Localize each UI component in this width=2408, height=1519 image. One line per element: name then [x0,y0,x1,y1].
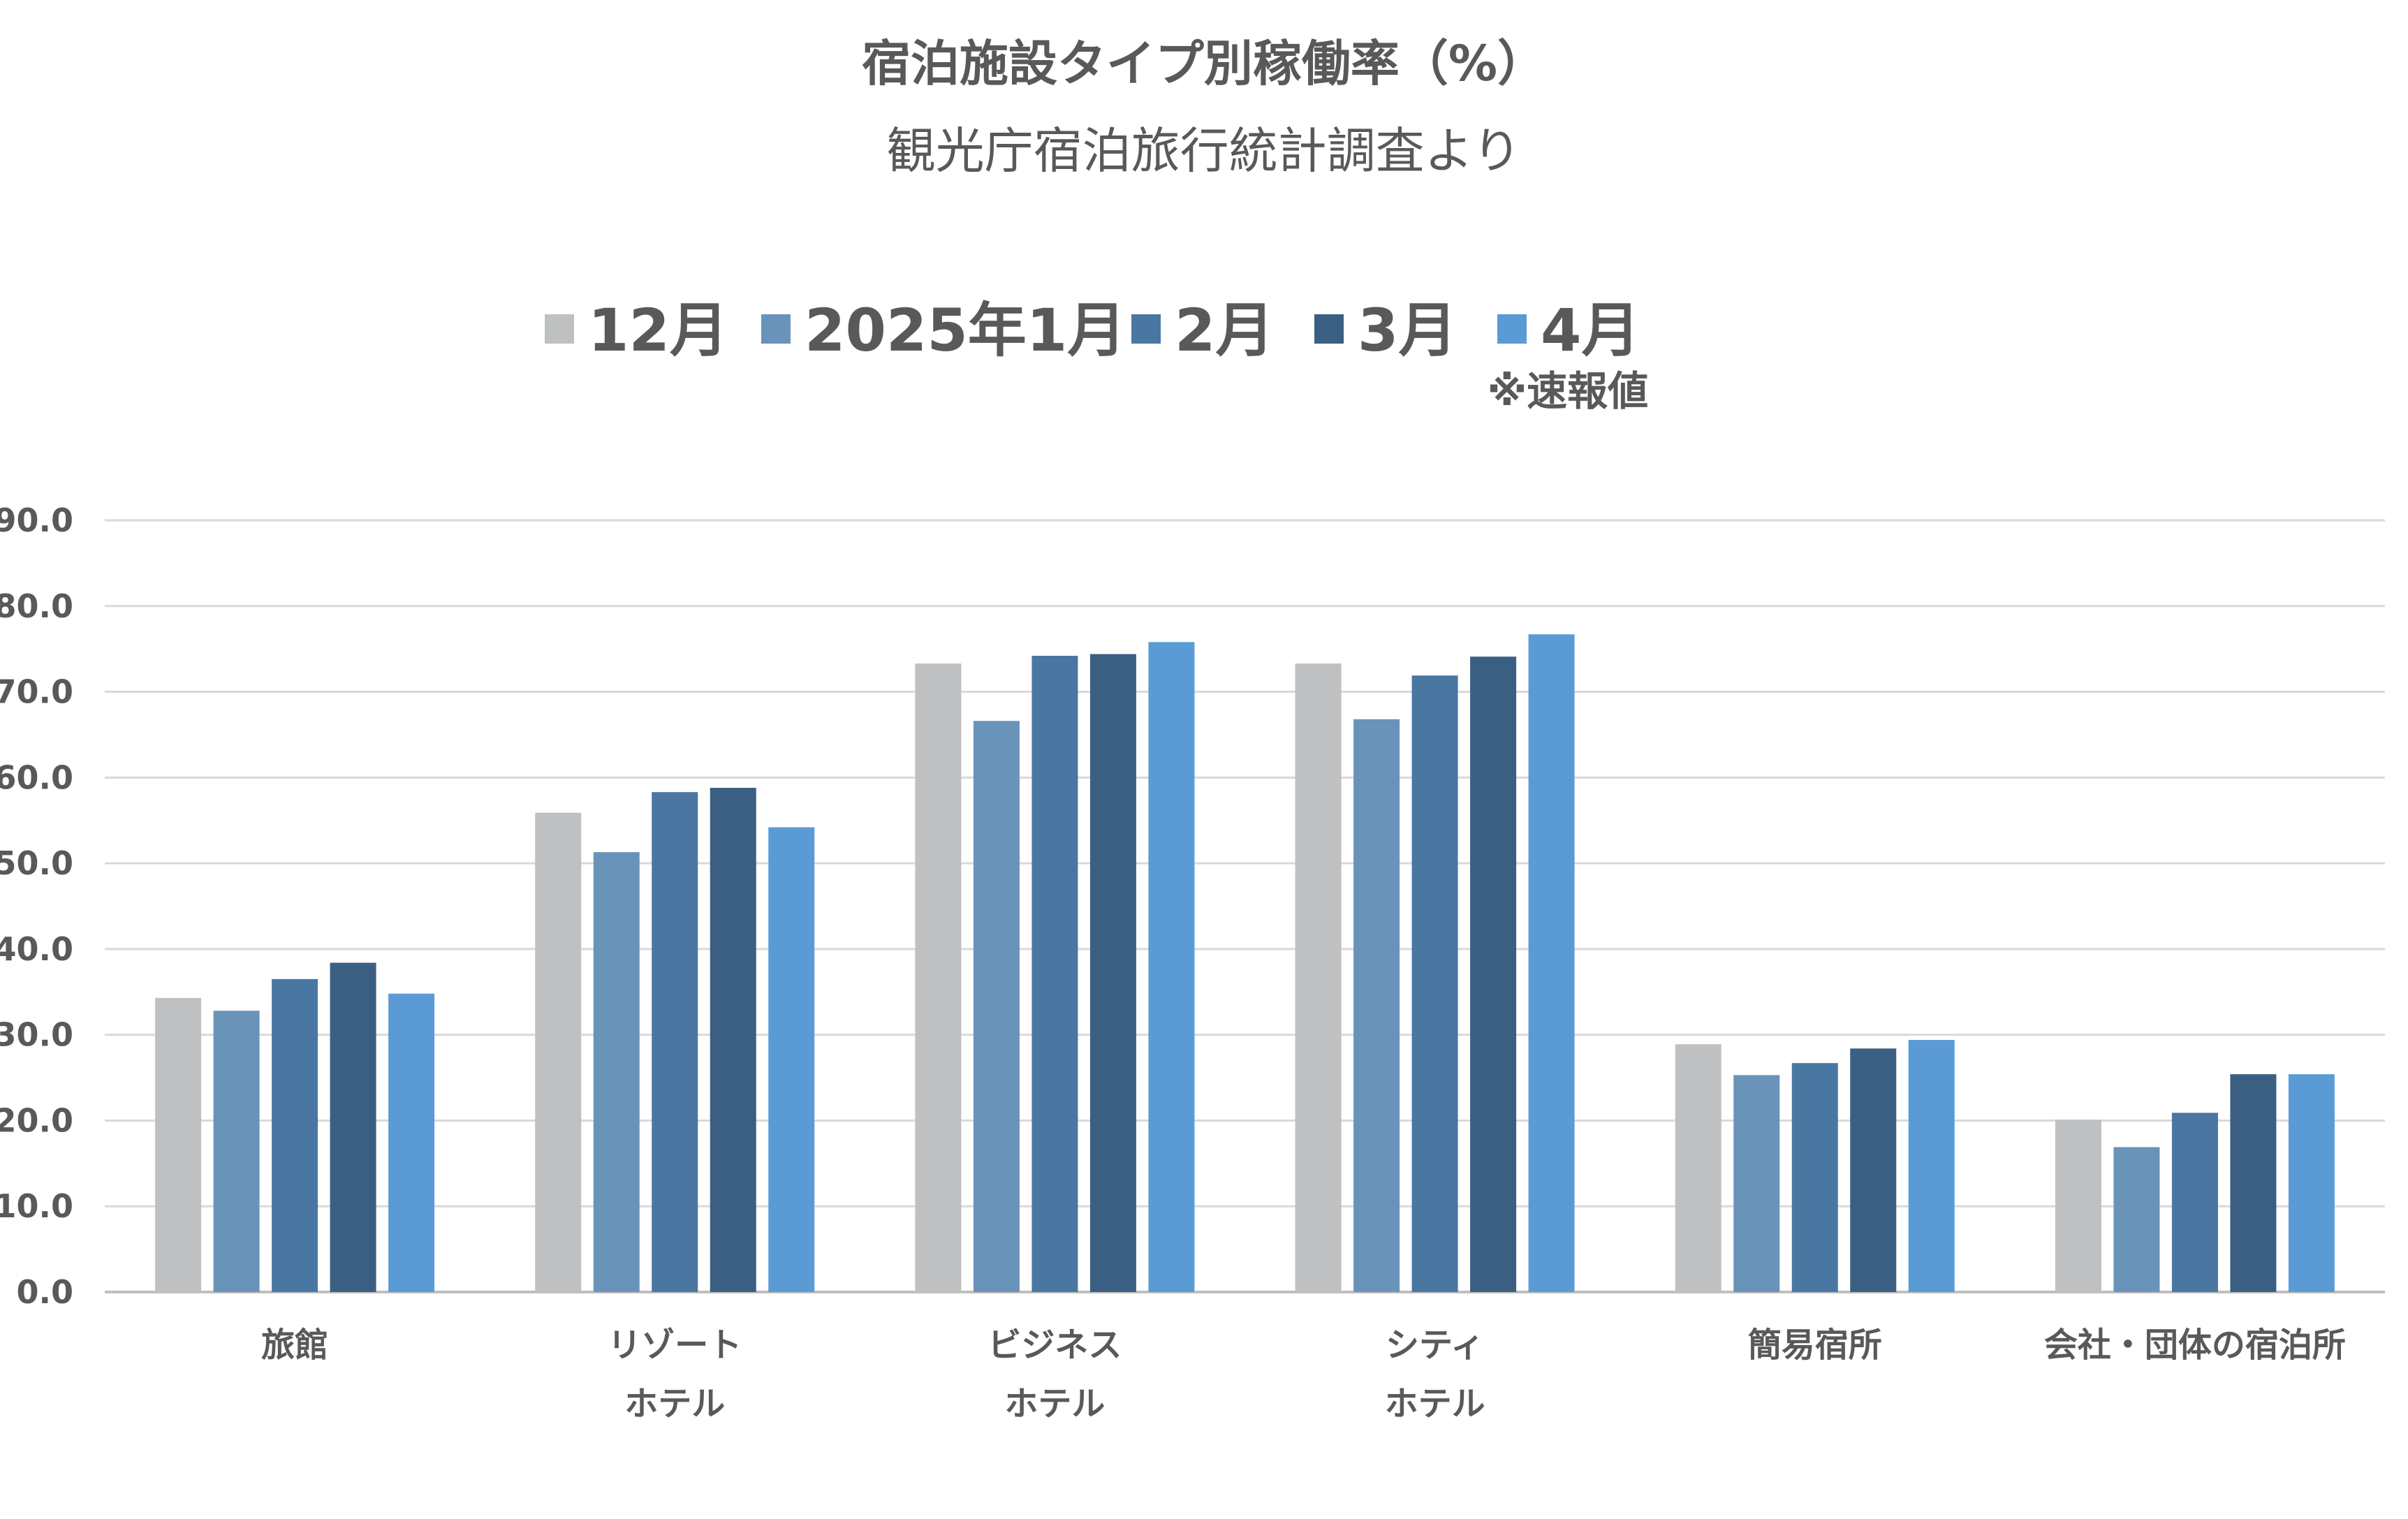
bar [535,812,582,1292]
x-tick-label: リゾート [608,1326,742,1365]
bar [1908,1040,1955,1292]
bar [1411,675,1458,1292]
legend-swatch [761,314,791,344]
y-tick-label: 50.0 [0,844,73,882]
y-axis: 0.0 10.0 20.0 30.0 40.0 50.0 60.0 70.0 80.0 90.0 [0,501,73,1311]
legend-label: 3月 [1358,296,1457,365]
y-tick-label: 90.0 [0,501,73,539]
x-tick-label: 簡易宿所 [1748,1326,1882,1365]
bar [2055,1120,2101,1292]
bar [1528,634,1575,1292]
y-tick-label: 30.0 [0,1016,73,1054]
bar [1032,655,1078,1292]
bar [1148,642,1195,1292]
x-tick-label: ホテル [1004,1384,1105,1423]
bar [2230,1074,2277,1292]
legend-swatch [545,314,574,344]
bar [272,978,318,1292]
bar [1850,1048,1897,1292]
legend-swatch [1314,314,1344,344]
bar [1675,1044,1721,1292]
bar [768,827,815,1292]
x-tick-label: ホテル [624,1384,725,1423]
bar [2171,1113,2218,1292]
bar [593,852,640,1292]
x-tick-label: ビジネス [988,1326,1122,1365]
grid [105,519,2385,1293]
y-tick-label: 10.0 [0,1187,73,1225]
legend: 12月 2025年1月 2月 3月 4月 [545,296,1640,365]
legend-label: 2月 [1175,296,1274,365]
y-tick-label: 60.0 [0,758,73,796]
y-tick-label: 40.0 [0,930,73,968]
y-tick-label: 80.0 [0,587,73,625]
legend-label: 4月 [1541,296,1640,365]
x-tick-label: ホテル [1385,1384,1485,1423]
y-tick-label: 70.0 [0,673,73,711]
bar [1791,1063,1838,1292]
bar [1089,654,1136,1292]
bars [155,634,2335,1292]
chart-subtitle: 観光庁宿泊旅行統計調査より [887,122,1522,179]
bar [213,1011,260,1292]
x-tick-label: 旅館 [261,1326,328,1365]
bar [388,993,435,1292]
legend-label: 12月 [588,296,728,365]
bar [155,997,202,1292]
bar [710,788,756,1292]
legend-label: 2025年1月 [805,296,1126,365]
bar [915,663,962,1292]
bar [330,962,376,1292]
bar [1733,1075,1780,1292]
bar [2288,1074,2335,1292]
y-tick-label: 0.0 [17,1273,74,1311]
bar [1353,719,1400,1292]
bar [652,792,698,1292]
bar [973,721,1020,1292]
chart-title: 宿泊施設タイプ別稼働率（%） [862,35,1546,92]
legend-swatch [1497,314,1527,344]
bar [1295,663,1342,1292]
y-tick-label: 20.0 [0,1101,73,1139]
legend-swatch [1131,314,1161,344]
x-tick-label: シティ [1386,1326,1484,1365]
legend-note: ※速報値 [1488,367,1648,415]
bar [1470,656,1517,1292]
x-tick-label: 会社・団体の宿泊所 [2044,1326,2346,1365]
bar [2113,1147,2160,1292]
